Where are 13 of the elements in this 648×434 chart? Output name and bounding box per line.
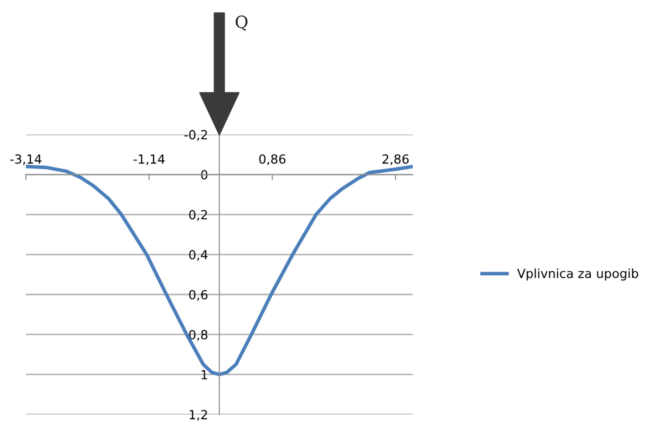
y-tick-label: 1,2 (190, 410, 207, 421)
y-tick-label: 1 (202, 370, 208, 380)
x-tick-label: 2,86 (382, 154, 409, 166)
x-tick-label: -3,14 (10, 154, 42, 166)
x-tick-label: -1,14 (134, 154, 165, 166)
y-tick-label: 0,4 (189, 250, 208, 261)
x-tick-label: 0,86 (259, 154, 286, 166)
y-tick-label: 0,2 (189, 210, 207, 221)
y-tick-label: -0,2 (184, 130, 207, 141)
text: Q (236, 15, 248, 31)
legend-label: Vplivnica za upogib (517, 268, 638, 281)
y-tick-label: 0,6 (189, 290, 208, 301)
y-tick-label: 0,8 (189, 330, 208, 341)
